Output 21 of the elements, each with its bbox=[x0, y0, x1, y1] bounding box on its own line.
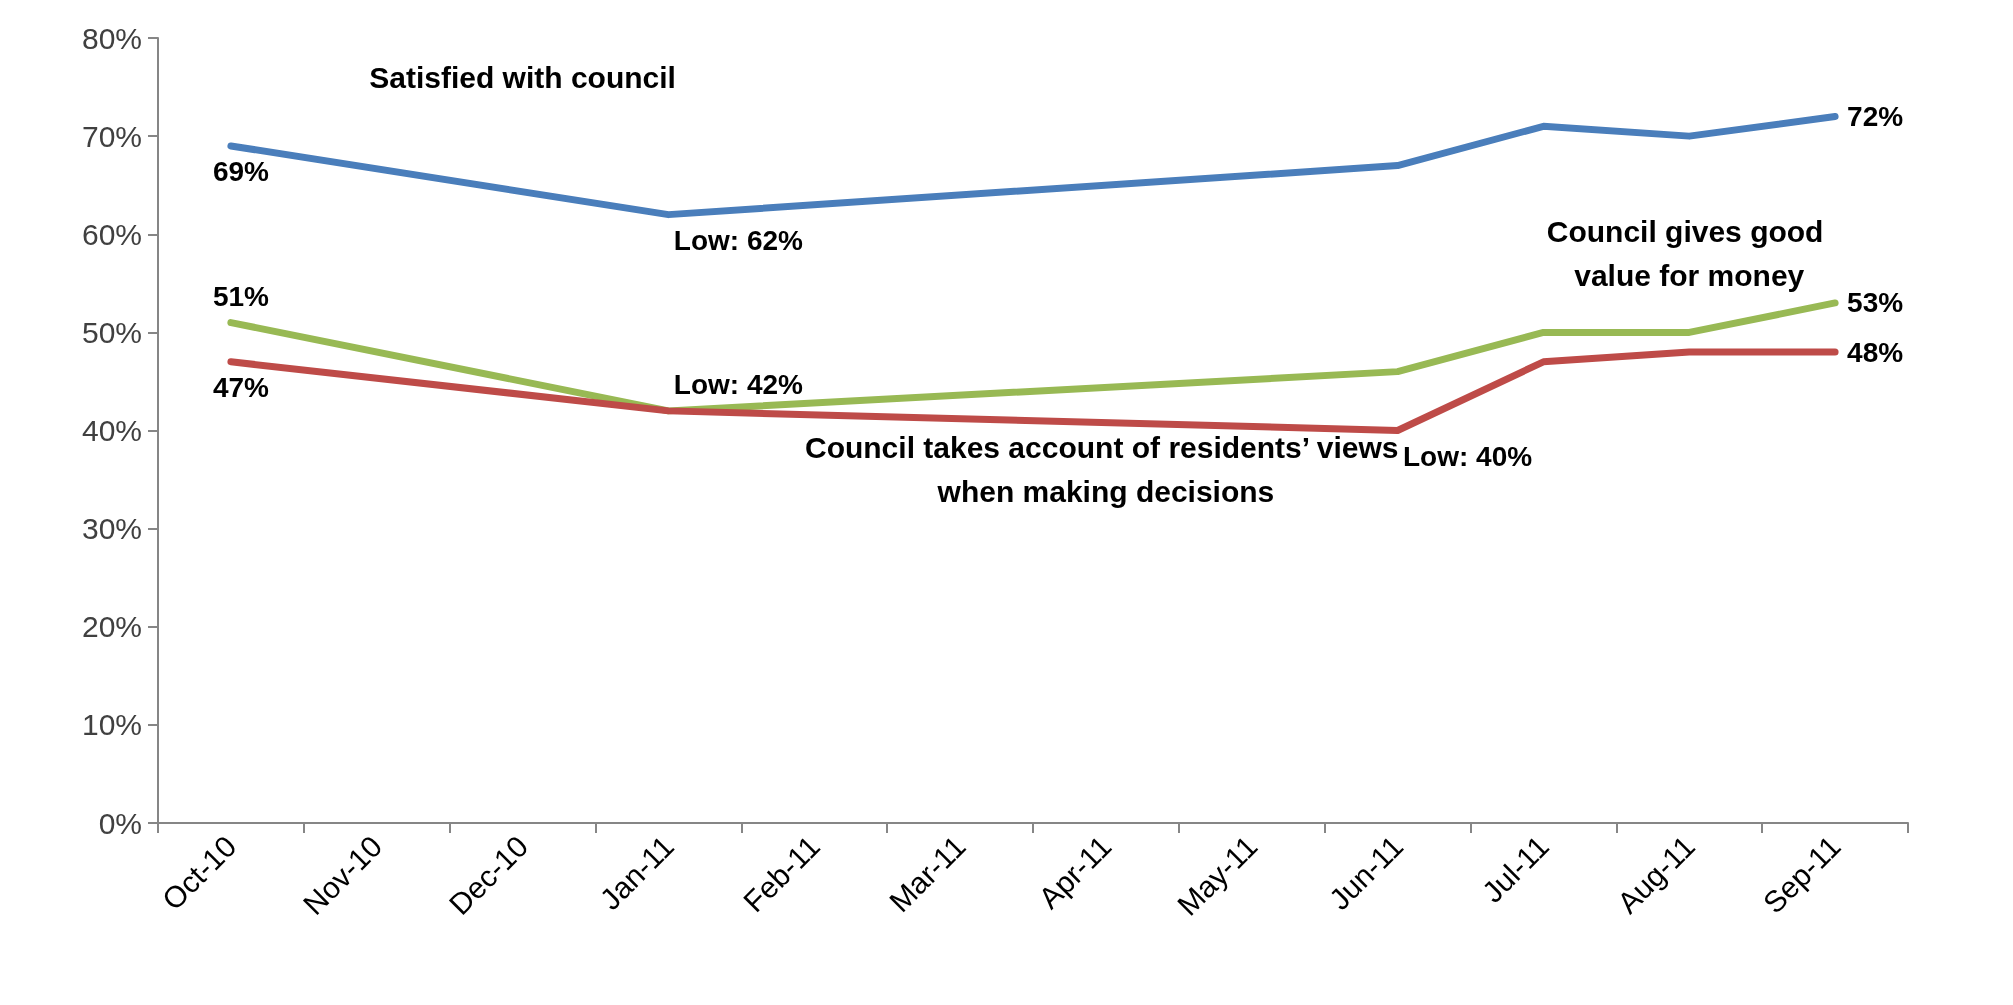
y-tick-label: 70% bbox=[81, 119, 142, 153]
y-tick-label: 50% bbox=[81, 315, 142, 349]
data-label: Low: 62% bbox=[673, 225, 804, 257]
data-label: 47% bbox=[212, 372, 270, 404]
y-tick-label: 20% bbox=[81, 610, 142, 644]
data-label: 51% bbox=[212, 281, 270, 313]
series-label: Council takes account of residents’ views when making decisions bbox=[804, 431, 1399, 509]
data-label: 72% bbox=[1847, 101, 1904, 132]
y-tick-label: 80% bbox=[81, 21, 142, 55]
data-label: Low: 42% bbox=[673, 369, 804, 401]
text: Satisfied with council bbox=[369, 60, 676, 94]
y-tick-label: 10% bbox=[81, 708, 142, 742]
y-tick-label: 30% bbox=[81, 512, 142, 546]
y-tick-label: 40% bbox=[81, 414, 142, 447]
data-label: 53% bbox=[1847, 287, 1904, 319]
y-tick-label: 60% bbox=[81, 217, 142, 251]
data-label: 69% bbox=[212, 156, 270, 188]
series-label: Council gives good value for money bbox=[1546, 215, 1832, 293]
data-label: Low: 40% bbox=[1403, 441, 1533, 472]
data-label: 48% bbox=[1847, 336, 1904, 368]
y-tick-label: 0% bbox=[98, 806, 142, 840]
